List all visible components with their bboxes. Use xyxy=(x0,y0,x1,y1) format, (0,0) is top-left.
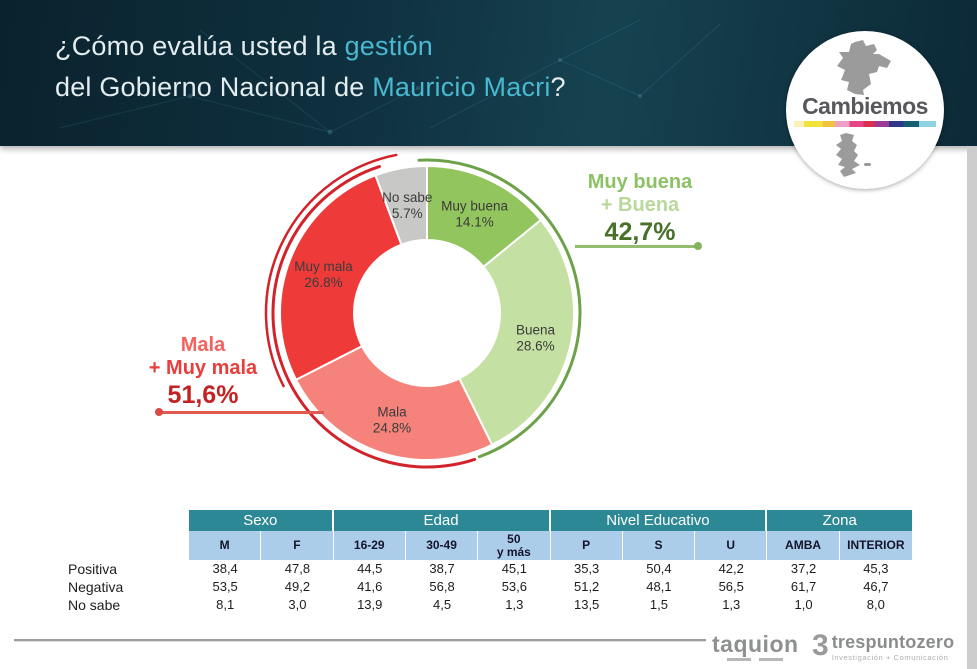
table-cell: 1,3 xyxy=(722,597,741,612)
table-cell: 35,3 xyxy=(573,561,600,576)
network-decoration xyxy=(59,19,721,135)
table-cell: 50,4 xyxy=(646,561,672,576)
table-cell: 1,3 xyxy=(505,597,524,612)
table-row-label: No sabe xyxy=(68,597,121,613)
table-cell: 3,0 xyxy=(288,597,307,612)
table-column-header: P xyxy=(550,531,623,560)
negative-pointer-line xyxy=(155,408,324,416)
table-cell: 46,7 xyxy=(863,579,889,594)
table-cell: 48,1 xyxy=(646,579,672,594)
argentina-map-north-icon xyxy=(837,40,891,95)
donut-segment-label: Mala 24.8% xyxy=(373,404,411,435)
negative-aggregate-line1: Mala xyxy=(180,334,226,356)
trespuntozero-tagline: Investigación + Comunicación xyxy=(831,653,949,662)
table-cell: 53,5 xyxy=(212,579,238,594)
negative-arc-highlight-outer xyxy=(264,153,398,388)
donut-segment-label: Muy buena 14.1% xyxy=(441,199,508,230)
donut-segment-muy-mala xyxy=(279,174,403,382)
donut-segment-buena xyxy=(457,218,575,447)
argentina-map-south-icon xyxy=(836,133,871,177)
positive-aggregate-line1: Muy buena xyxy=(587,171,693,193)
negative-aggregate-annotation: Mala + Muy mala 51,6% xyxy=(115,334,291,409)
donut-segment-mala xyxy=(294,344,494,461)
table-column-header: M xyxy=(189,531,262,560)
positive-aggregate-value: 42,7% xyxy=(604,218,676,246)
table-group-header: Zona xyxy=(767,510,912,531)
trespuntozero-logo: 3 trespuntozero Investigación + Comunica… xyxy=(812,629,955,663)
taquion-tagline-bars xyxy=(712,658,799,661)
donut-segment-label: No sabe 5.7% xyxy=(382,190,432,221)
positive-pointer-line xyxy=(575,242,702,250)
table-column-header: U xyxy=(695,531,768,560)
table-cell: 4,5 xyxy=(433,597,452,612)
negative-arc-highlight xyxy=(271,165,477,469)
table-cell: 49,2 xyxy=(284,579,311,594)
taquion-logo: taquion xyxy=(712,633,799,661)
table-column-header: AMBA xyxy=(767,531,840,560)
page-title: ¿Cómo evalúa usted la gestión del Gobier… xyxy=(55,26,566,108)
table-cell: 1,5 xyxy=(649,597,668,612)
table-cell: 45,3 xyxy=(863,561,889,576)
trespuntozero-digit: 3 xyxy=(812,629,829,662)
cambiemos-logo: Cambiemos xyxy=(786,31,944,189)
taquion-wordmark: taquion xyxy=(712,631,799,657)
table-cell: 38,7 xyxy=(429,561,455,576)
table-cell: 53,6 xyxy=(501,579,527,594)
table-column-header: F xyxy=(261,531,334,560)
table-cell: 44,5 xyxy=(357,561,383,576)
table-column-header: INTERIOR xyxy=(839,531,912,560)
table-cell: 37,2 xyxy=(790,561,817,576)
table-cell: 51,2 xyxy=(573,579,600,594)
positive-arc-highlight xyxy=(417,158,582,459)
table-cell: 8,1 xyxy=(216,597,235,612)
table-cell: 61,7 xyxy=(790,579,817,594)
table-row-label: Positiva xyxy=(68,561,118,577)
demographics-table: Sexo Edad Nivel Educativo Zona M F 16-29 30-49 5… xyxy=(40,510,912,614)
table-group-header: Sexo xyxy=(189,510,334,531)
cambiemos-wordmark: Cambiemos xyxy=(802,93,928,119)
table-group-header: Edad xyxy=(333,510,551,531)
table-column-header: 50 y más xyxy=(478,531,551,560)
footer-rule xyxy=(14,639,706,641)
title-line2-text: del Gobierno Nacional de xyxy=(55,72,365,102)
title-accent-gestion: gestión xyxy=(344,31,434,61)
rainbow-stripe xyxy=(794,121,936,127)
title-line1-text: ¿Cómo evalúa usted la xyxy=(55,31,337,61)
positive-pointer-dot xyxy=(694,242,702,250)
donut-segment-label: Buena 28.6% xyxy=(516,323,556,354)
table-cell: 1,0 xyxy=(794,597,813,612)
table-corner xyxy=(40,510,189,531)
table-corner xyxy=(40,531,189,560)
table-row-label: Negativa xyxy=(68,579,124,595)
table-column-header: 30-49 xyxy=(405,531,479,560)
table-cell: 56,5 xyxy=(718,579,744,594)
trespuntozero-wordmark: trespuntozero xyxy=(831,632,955,652)
table-cell: 41,6 xyxy=(357,579,383,594)
table-cell: 42,2 xyxy=(718,561,744,576)
negative-aggregate-value: 51,6% xyxy=(167,381,239,409)
negative-pointer-dot xyxy=(155,408,163,416)
table-cell: 13,9 xyxy=(357,597,383,612)
donut-segment-label: Muy mala 26.8% xyxy=(294,259,353,290)
negative-aggregate-line2: + Muy mala xyxy=(148,357,258,379)
approval-donut-chart: Muy buena 14.1% Buena 28.6% Mala 24.8% Muy mal… xyxy=(264,153,582,469)
table-group-header: Nivel Educativo xyxy=(550,510,768,531)
table-cell: 47,8 xyxy=(284,561,311,576)
table-column-header: 16-29 xyxy=(333,531,406,560)
table-column-header: S xyxy=(622,531,696,560)
table-cell: 38,4 xyxy=(212,561,238,576)
table-cell: 8,0 xyxy=(866,597,885,612)
positive-aggregate-line2: + Buena xyxy=(600,194,680,216)
table-cell: 56,8 xyxy=(429,579,455,594)
table-cell: 13,5 xyxy=(573,597,600,612)
table-cell: 45,1 xyxy=(501,561,527,576)
title-line2: del Gobierno Nacional de Mauricio Macri? xyxy=(55,67,566,108)
right-edge-strip xyxy=(967,146,977,669)
title-accent-macri: Mauricio Macri xyxy=(372,72,551,102)
title-question-mark: ? xyxy=(550,72,566,102)
positive-aggregate-annotation: Muy buena + Buena 42,7% xyxy=(552,171,728,246)
donut-segment-no-sabe xyxy=(374,164,428,246)
title-line1: ¿Cómo evalúa usted la gestión xyxy=(55,26,566,67)
